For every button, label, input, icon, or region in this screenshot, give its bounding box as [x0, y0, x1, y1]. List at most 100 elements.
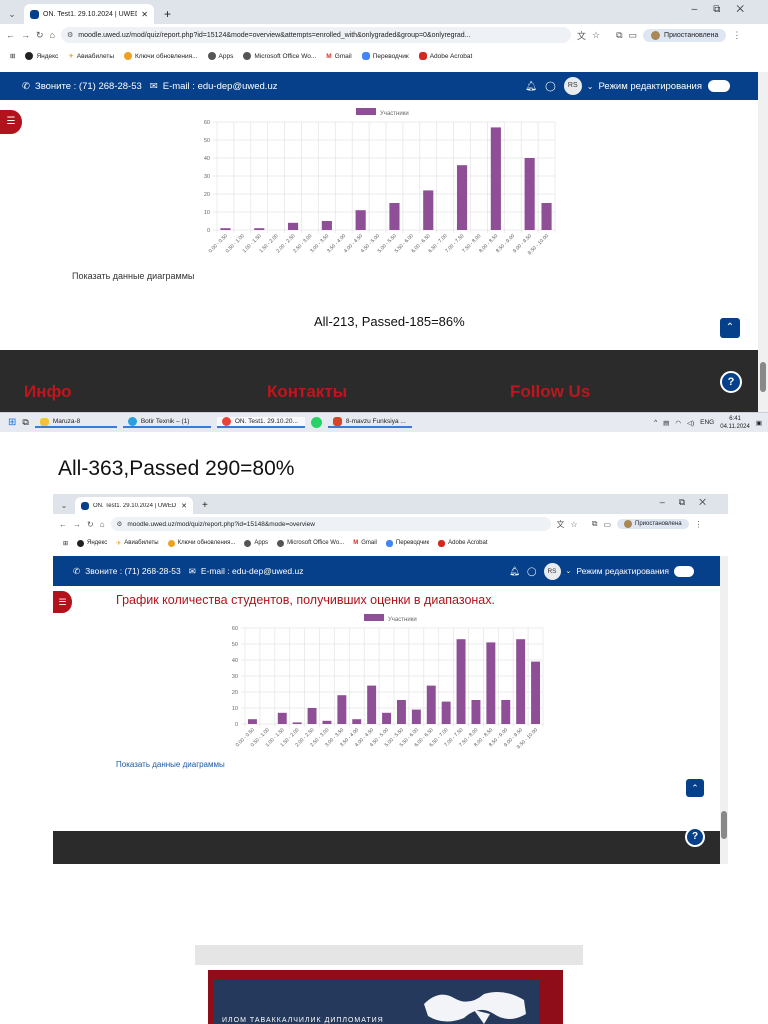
- restore-icon[interactable]: ⧉: [678, 497, 700, 507]
- site-info-icon[interactable]: ⚙: [116, 521, 123, 528]
- reload-icon[interactable]: ↻: [87, 519, 94, 529]
- show-chart-data-link[interactable]: Показать данные диаграммы: [116, 760, 225, 769]
- bookmark-item[interactable]: Ключи обновления...: [124, 52, 198, 60]
- network-icon[interactable]: ▤: [663, 419, 670, 427]
- keys-icon: [124, 52, 132, 60]
- bookmark-item[interactable]: Яндекс: [77, 539, 107, 547]
- url-field[interactable]: ⚙ moodle.uwed.uz/mod/quiz/report.php?id=…: [60, 27, 571, 43]
- translate-icon[interactable]: 文: [556, 519, 565, 529]
- taskbar-item[interactable]: Botir Texnik – (1): [122, 417, 211, 428]
- bookmark-item[interactable]: Adobe Acrobat: [438, 539, 488, 547]
- bar: [337, 695, 347, 724]
- tab-list-icon[interactable]: ⌄: [8, 9, 16, 19]
- sidepanel-icon[interactable]: ▭: [603, 519, 611, 529]
- close-window-icon[interactable]: ✕: [736, 4, 760, 15]
- scroll-top-button[interactable]: ⌃: [686, 779, 704, 797]
- help-button[interactable]: ?: [685, 827, 705, 847]
- notification-center-icon[interactable]: ▣: [755, 419, 762, 427]
- close-tab-icon[interactable]: ✕: [181, 502, 187, 510]
- banner-text: ИЛОМ ТАВАККАЛЧИЛИК ДИПЛОМАТИЯ: [222, 1017, 384, 1024]
- bookmark-item[interactable]: Ключи обновления...: [167, 539, 235, 547]
- extensions-icon[interactable]: ⧉: [616, 29, 623, 40]
- apps-grid-icon[interactable]: ⊞: [10, 53, 16, 60]
- bookmark-item[interactable]: Apps: [207, 52, 233, 60]
- sidepanel-icon[interactable]: ▭: [628, 29, 638, 40]
- forward-icon[interactable]: →: [73, 519, 81, 529]
- bar: [287, 222, 299, 230]
- help-button[interactable]: ?: [720, 371, 742, 393]
- back-icon[interactable]: ←: [6, 30, 15, 40]
- whatsapp-icon[interactable]: [310, 417, 322, 428]
- restore-icon[interactable]: ⧉: [713, 4, 737, 15]
- edit-mode-toggle[interactable]: [674, 565, 694, 577]
- edit-mode-toggle[interactable]: [708, 80, 730, 92]
- volume-icon[interactable]: ◁): [686, 419, 695, 427]
- bookmark-star-icon[interactable]: ☆: [570, 519, 578, 529]
- profile-button[interactable]: Приостановлена: [617, 519, 689, 529]
- taskbar-item[interactable]: ON. Test1. 29.10.20...: [216, 417, 305, 428]
- bookmark-item[interactable]: Apps: [244, 539, 268, 547]
- bookmark-star-icon[interactable]: ☆: [592, 29, 601, 40]
- extensions-icon[interactable]: ⧉: [591, 519, 598, 528]
- language-indicator[interactable]: ENG: [700, 419, 715, 426]
- messages-icon[interactable]: ◯: [545, 80, 556, 92]
- scroll-top-button[interactable]: ⌃: [720, 318, 740, 338]
- bookmark-item[interactable]: Microsoft Office Wo...: [277, 539, 344, 547]
- taskbar-item[interactable]: Maruza-8: [34, 417, 117, 428]
- bookmark-item[interactable]: Переводчик: [385, 539, 429, 547]
- taskbar-item[interactable]: 8-mavzu Funksiya ...: [327, 417, 412, 428]
- close-tab-icon[interactable]: ✕: [141, 9, 148, 19]
- translate-icon[interactable]: 文: [576, 30, 586, 41]
- home-icon[interactable]: ⌂: [99, 519, 105, 529]
- tab-list-icon[interactable]: ⌄: [60, 501, 68, 510]
- bookmark-label: Gmail: [361, 540, 377, 546]
- site-info-icon[interactable]: ⚙: [66, 32, 74, 39]
- messages-icon[interactable]: ◯: [526, 565, 537, 576]
- minimize-icon[interactable]: –: [659, 497, 679, 507]
- chevron-down-icon[interactable]: ⌄: [586, 81, 594, 91]
- browser-tab[interactable]: ON. Test1. 29.10.2024 | UWED ✕: [24, 4, 154, 24]
- back-icon[interactable]: ←: [59, 519, 67, 529]
- forward-icon[interactable]: →: [21, 30, 30, 40]
- bookmark-item[interactable]: Adobe Acrobat: [418, 52, 472, 60]
- bookmark-item[interactable]: M Gmail: [326, 53, 351, 60]
- close-window-icon[interactable]: ✕: [699, 497, 720, 507]
- bookmark-item[interactable]: Переводчик: [361, 52, 409, 60]
- drawer-toggle-button[interactable]: ☰: [53, 591, 72, 613]
- show-chart-data-link[interactable]: Показать данные диаграммы: [72, 271, 195, 281]
- chevron-down-icon[interactable]: ⌄: [565, 568, 572, 575]
- clock[interactable]: 6:41 04.11.2024: [720, 415, 750, 431]
- user-avatar[interactable]: RS: [543, 562, 561, 580]
- tab-title: ON. Test1. 29.10.2024 | UWED: [93, 502, 177, 509]
- bookmark-item[interactable]: ✈ Авиабилеты: [116, 540, 158, 547]
- bookmark-item[interactable]: ✈ Авиабилеты: [68, 52, 114, 61]
- windows-start-icon[interactable]: ⊞: [8, 417, 17, 428]
- menu-kebab-icon[interactable]: ⋮: [694, 519, 703, 529]
- new-tab-button[interactable]: +: [164, 7, 172, 21]
- bottom-image-frame: ИЛОМ ТАВАККАЛЧИЛИК ДИПЛОМАТИЯ: [208, 970, 563, 1024]
- apps-grid-icon[interactable]: ⊞: [63, 540, 69, 547]
- drawer-toggle-button[interactable]: ☰: [0, 110, 22, 134]
- home-icon[interactable]: ⌂: [49, 30, 55, 40]
- phone-icon: ✆: [22, 80, 30, 92]
- user-avatar[interactable]: RS: [563, 77, 582, 95]
- browser-tab[interactable]: ON. Test1. 29.10.2024 | UWED ✕: [75, 497, 193, 514]
- reload-icon[interactable]: ↻: [36, 29, 44, 40]
- scrollbar-thumb[interactable]: [721, 811, 727, 839]
- scrollbar-thumb[interactable]: [760, 362, 766, 392]
- menu-kebab-icon[interactable]: ⋮: [732, 29, 742, 40]
- notifications-icon[interactable]: 🔔︎: [525, 80, 538, 92]
- bookmark-item[interactable]: Яндекс: [25, 52, 58, 60]
- new-tab-button[interactable]: +: [202, 500, 208, 511]
- scrollbar[interactable]: [758, 72, 768, 412]
- bookmark-item[interactable]: M Gmail: [353, 540, 377, 546]
- task-view-icon[interactable]: ⧉: [22, 417, 29, 427]
- profile-button[interactable]: Приостановлена: [643, 28, 727, 42]
- url-field[interactable]: ⚙ moodle.uwed.uz/mod/quiz/report.php?id=…: [110, 517, 551, 531]
- scrollbar[interactable]: [720, 556, 728, 864]
- bookmark-item[interactable]: Microsoft Office Wo...: [243, 52, 316, 60]
- notifications-icon[interactable]: 🔔︎: [509, 565, 520, 576]
- minimize-icon[interactable]: –: [691, 4, 714, 15]
- wifi-icon[interactable]: ◠: [675, 419, 681, 427]
- tray-chevron-icon[interactable]: ^: [654, 419, 658, 426]
